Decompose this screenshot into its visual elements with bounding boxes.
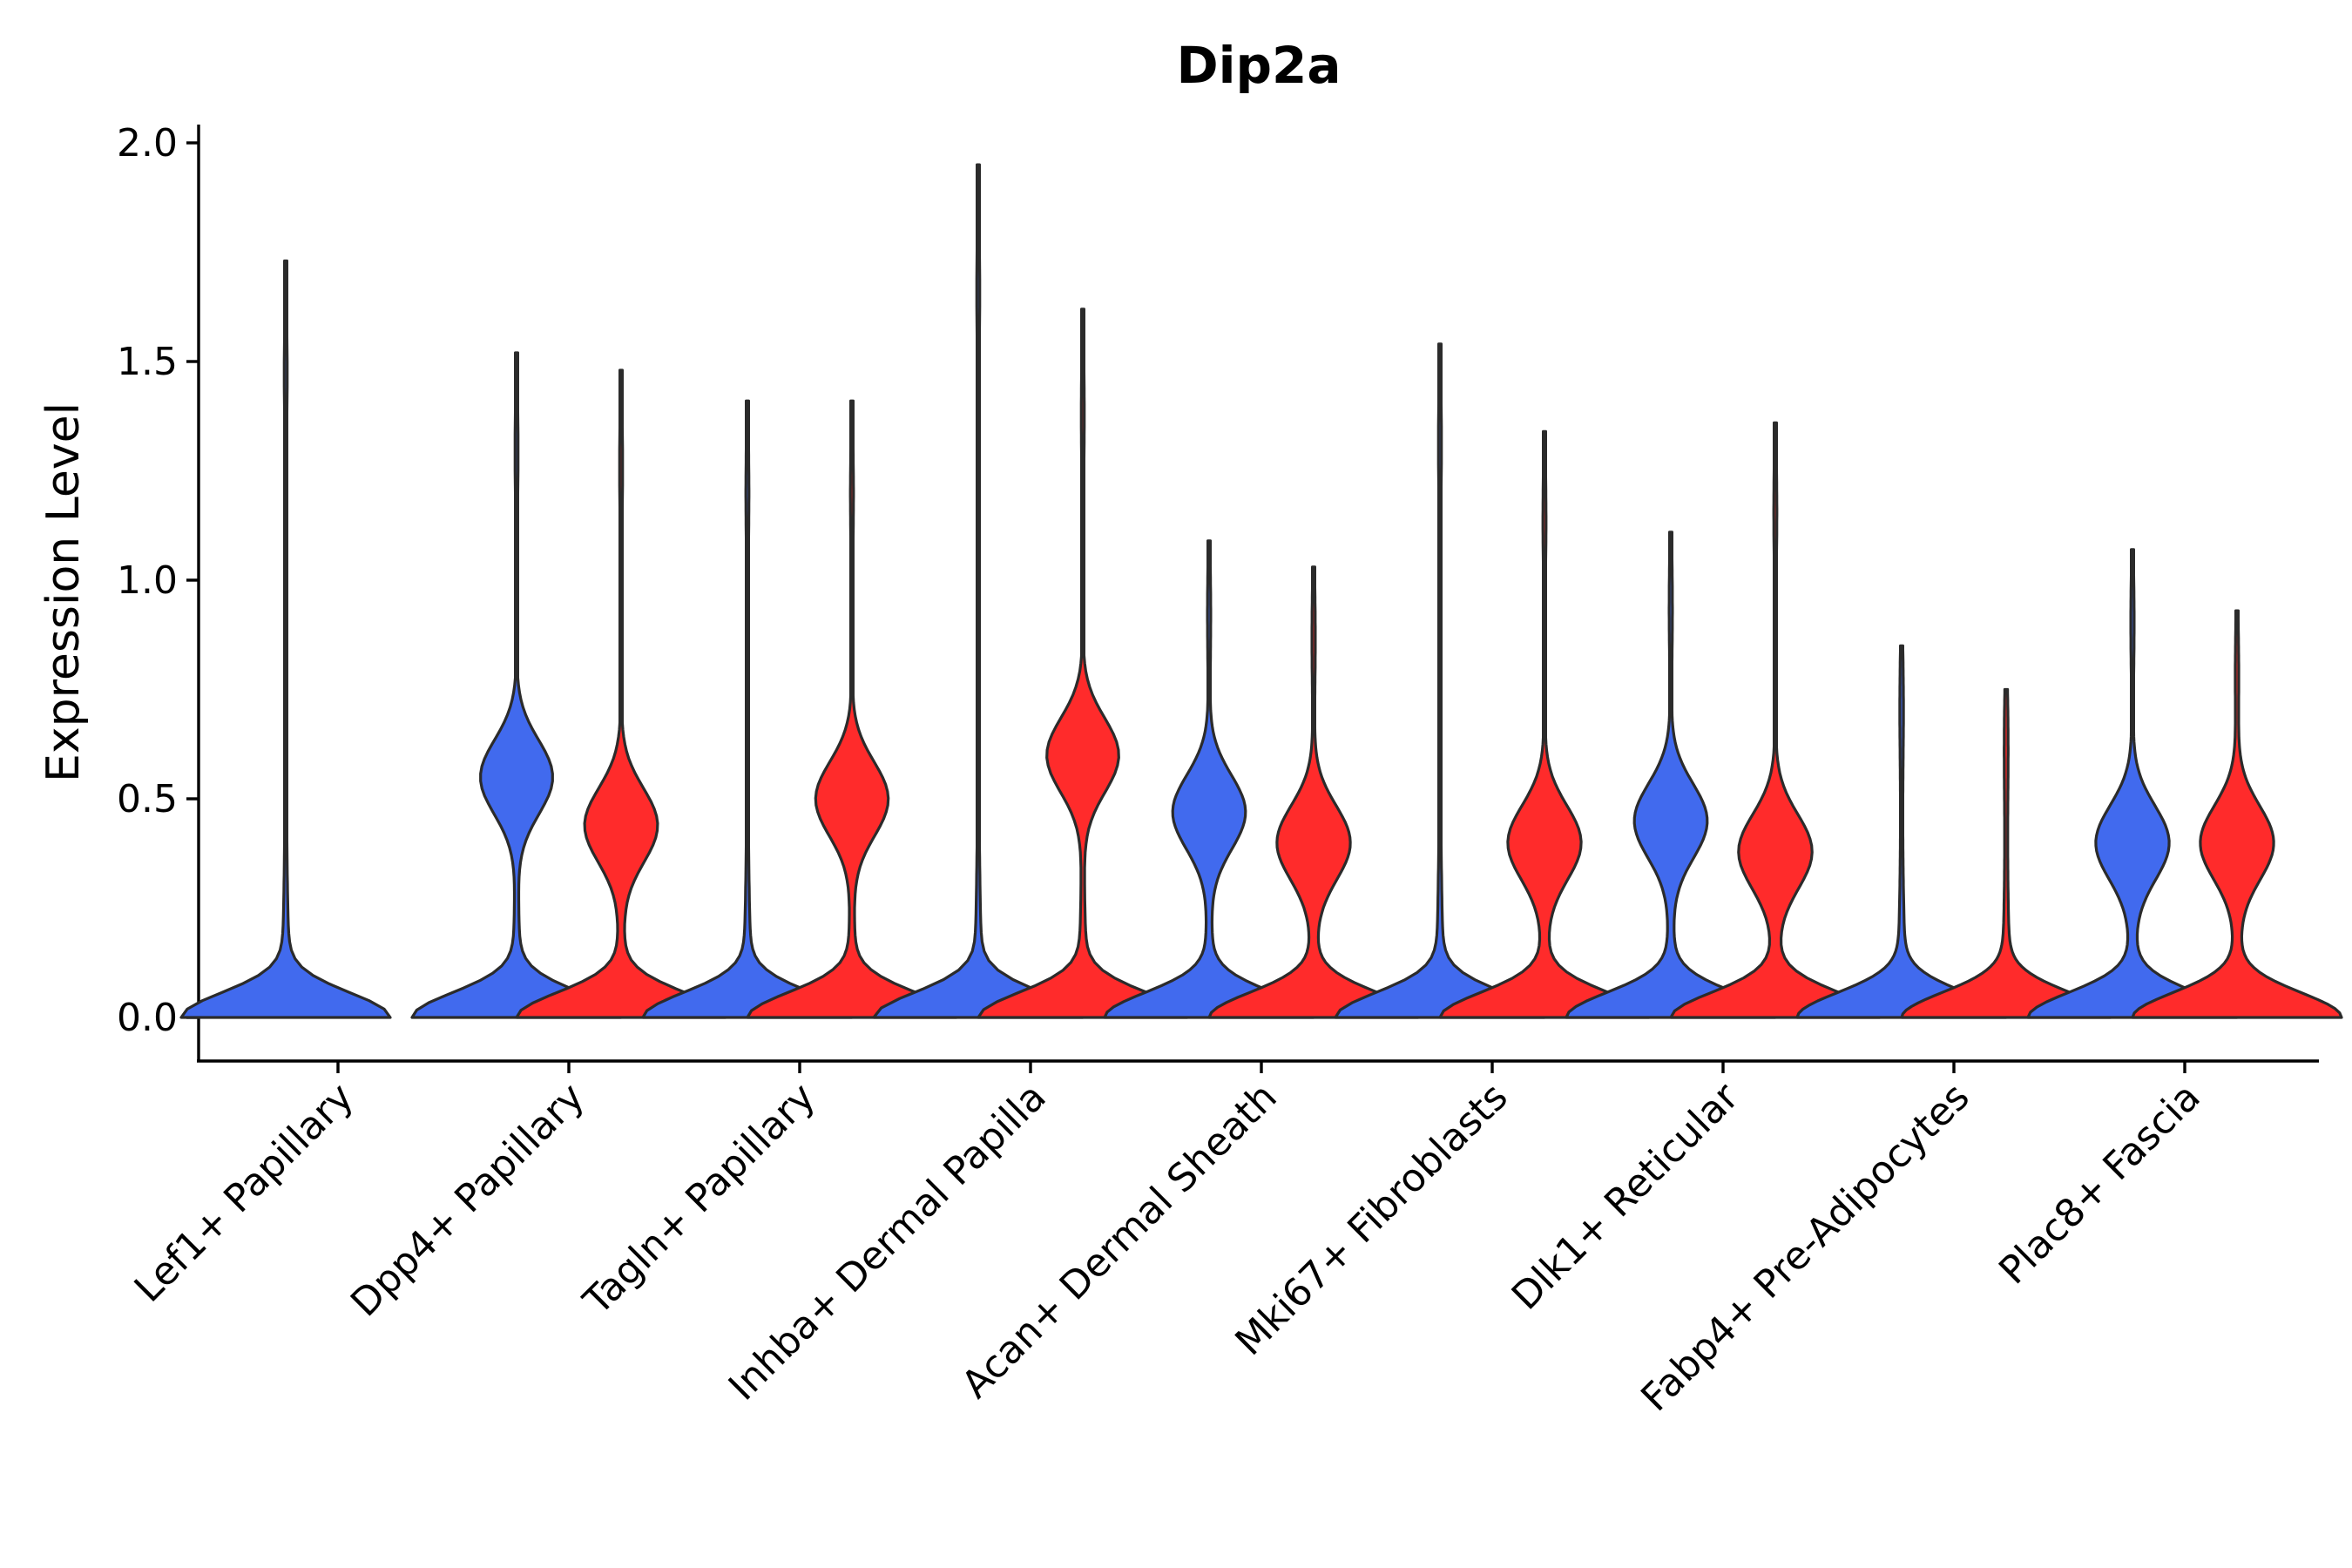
y-tick-label: 2.0 <box>117 121 178 166</box>
violin-red <box>1438 429 1651 1019</box>
x-tick-label: Tagln+ Papillary <box>575 1075 824 1324</box>
chart-title: Dip2a <box>1176 36 1341 95</box>
violin-red <box>2131 609 2343 1019</box>
x-tick-label: Lef1+ Papillary <box>126 1075 362 1311</box>
violin-blue <box>410 351 623 1019</box>
violin-red <box>1207 565 1420 1019</box>
violin-red <box>746 399 958 1019</box>
y-ticks: 0.0 0.5 1.0 1.5 2.0 <box>117 121 199 1040</box>
y-tick-label: 0.5 <box>117 777 178 821</box>
y-axis-title: Expression Level <box>37 402 90 782</box>
violin-blue <box>179 259 392 1019</box>
x-tick-label: Dpp4+ Papillary <box>342 1075 593 1326</box>
violin-red <box>977 308 1189 1019</box>
x-tick-label: Dlk1+ Reticular <box>1504 1074 1748 1319</box>
violin-red <box>1669 421 1882 1019</box>
x-tick-label: Plac8+ Fascia <box>1990 1075 2209 1294</box>
violin-blue <box>1565 531 1777 1019</box>
violin-red <box>1900 687 2112 1019</box>
violin-blue <box>2026 548 2239 1019</box>
y-tick-label: 1.0 <box>117 558 178 603</box>
violin-blue <box>1334 342 1546 1019</box>
violin-blue <box>1795 644 2008 1019</box>
violin-blue <box>1103 539 1315 1019</box>
y-tick-label: 1.5 <box>117 340 178 384</box>
y-tick-label: 0.0 <box>117 996 178 1040</box>
violin-red <box>515 368 727 1019</box>
violin-blue <box>641 399 854 1019</box>
violins <box>179 163 2343 1019</box>
violin-blue <box>872 163 1085 1019</box>
